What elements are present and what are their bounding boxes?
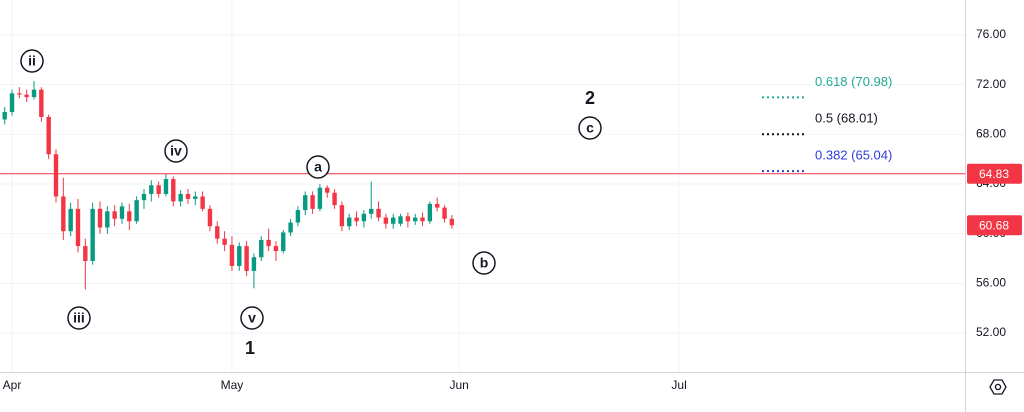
- y-tick-label: 68.00: [976, 127, 1006, 141]
- y-tick-label: 56.00: [976, 276, 1006, 290]
- wave-label-circle: [20, 49, 44, 73]
- candle-body: [317, 187, 323, 209]
- wave-label-circle: [306, 155, 330, 179]
- x-tick-label: May: [221, 378, 244, 392]
- candle-body: [237, 246, 242, 266]
- price-label-box: [967, 215, 1022, 236]
- candle-body: [413, 217, 418, 222]
- candle-body: [207, 208, 213, 227]
- candle-body: [354, 217, 359, 222]
- candle-body: [105, 211, 110, 228]
- wave-label: iv: [170, 143, 182, 159]
- candle-body: [376, 208, 381, 218]
- candle-body: [325, 187, 330, 193]
- y-tick-label: 52.00: [976, 325, 1006, 339]
- wave-label: iii: [73, 310, 85, 326]
- wave-label: ii: [28, 53, 36, 69]
- wave-label: c: [586, 120, 594, 136]
- candle-body: [141, 193, 147, 201]
- fib-level-label: 0.382 (65.04): [815, 148, 892, 163]
- candle-body: [193, 196, 198, 199]
- wave-label-circle: [67, 306, 91, 330]
- candle-body: [97, 208, 103, 228]
- candle-body: [156, 185, 161, 194]
- candle-body: [222, 238, 227, 245]
- x-tick-label: Apr: [3, 378, 22, 392]
- candle-body: [75, 208, 81, 247]
- wave-label: v: [248, 310, 256, 326]
- candle-body: [149, 185, 154, 194]
- x-tick-label: Jun: [450, 378, 469, 392]
- candle-body: [391, 217, 396, 224]
- candle-body: [134, 200, 139, 222]
- candle-body: [90, 208, 95, 261]
- candle-body: [24, 94, 29, 98]
- candle-body: [83, 246, 88, 261]
- wave-label: a: [314, 159, 322, 175]
- candle-body: [17, 93, 22, 95]
- candle-body: [185, 193, 191, 199]
- candle-body: [295, 210, 301, 223]
- candle-body: [39, 89, 44, 117]
- candle-body: [332, 192, 337, 206]
- candle-body: [303, 195, 308, 211]
- wave-label: 1: [245, 338, 255, 358]
- candle-body: [112, 211, 117, 219]
- candle-body: [361, 213, 367, 222]
- candle-body: [427, 203, 433, 222]
- candle-body: [119, 206, 125, 219]
- candle-body: [273, 246, 279, 252]
- candle-body: [434, 203, 440, 208]
- candle-body: [449, 218, 455, 226]
- candle-body: [127, 211, 132, 222]
- candle-body: [163, 179, 169, 194]
- y-tick-label: 76.00: [976, 27, 1006, 41]
- candle-body: [281, 232, 286, 252]
- candle-body: [259, 239, 264, 258]
- wave-label: 2: [585, 88, 595, 108]
- settings-hex[interactable]: [989, 379, 1007, 395]
- candle-body: [244, 246, 249, 271]
- settings-icon[interactable]: [989, 379, 1007, 395]
- x-tick-label: Jul: [671, 378, 686, 392]
- candle-body: [61, 196, 66, 232]
- candle-body: [2, 111, 7, 120]
- candle-body: [339, 205, 345, 227]
- candle-body: [178, 193, 183, 202]
- wave-label-circle: [472, 251, 496, 275]
- wave-label-circle: [240, 306, 264, 330]
- price-label: 64.83: [979, 167, 1009, 181]
- settings-dot[interactable]: [994, 383, 1002, 391]
- candle-body: [171, 179, 176, 202]
- candle-body: [405, 216, 411, 222]
- fib-level-label: 0.5 (68.01): [815, 111, 878, 126]
- candle-body: [9, 93, 15, 112]
- candle-body: [442, 207, 447, 219]
- candle-body: [398, 216, 403, 224]
- candle-body: [31, 89, 37, 98]
- candle-body: [68, 208, 73, 232]
- candle-body: [229, 244, 235, 266]
- price-label-box: [967, 163, 1022, 184]
- candle-body: [266, 239, 271, 247]
- candle-body: [383, 217, 389, 224]
- candle-body: [347, 217, 352, 227]
- fib-level-label: 0.618 (70.98): [815, 74, 892, 89]
- candle-body: [369, 208, 374, 214]
- wave-label-circle: [164, 139, 188, 163]
- wave-label-circle: [578, 116, 602, 140]
- candle-body: [215, 226, 220, 239]
- candle-body: [310, 195, 315, 209]
- price-label: 60.68: [979, 218, 1009, 232]
- candle-body: [53, 154, 59, 197]
- candle-body: [200, 196, 205, 209]
- candle-body: [251, 257, 257, 271]
- candle-body: [288, 222, 293, 233]
- candle-body: [46, 116, 51, 155]
- candle-body: [420, 217, 425, 222]
- y-tick-label: 72.00: [976, 77, 1006, 91]
- wave-label: b: [480, 255, 489, 271]
